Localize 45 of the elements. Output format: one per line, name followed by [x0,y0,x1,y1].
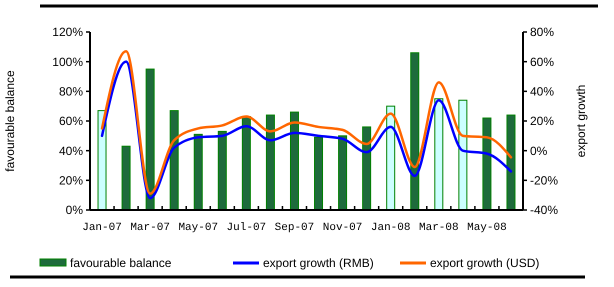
x-tick-label: Jul-07 [226,222,266,234]
bar [122,146,131,210]
bar [338,135,348,210]
y2-tick-label: 40% [530,84,554,99]
bar [290,112,299,210]
y-tick-label: 40% [58,144,84,158]
y-axis-title: favourable balance [3,70,17,172]
legend-label: export growth (RMB) [263,256,374,270]
bar [506,114,516,210]
x-tick-label: Mar-07 [130,222,170,234]
y-tick-label: 60% [58,114,84,128]
bar [482,118,492,210]
y2-tick-label: 80% [530,25,554,40]
bar [314,136,324,210]
y2-tick-label: 60% [530,54,554,69]
x-tick-label: May-08 [467,222,507,234]
legend-label: export growth (USD) [430,256,540,270]
bar [458,100,468,210]
bar [386,106,396,210]
y-tick-label: 80% [58,84,84,99]
y-tick-label: 120% [52,25,84,40]
x-tick-label: Mar-08 [419,222,459,234]
bar [170,110,179,210]
bar [434,98,444,210]
y2-tick-label: 0% [530,144,548,158]
x-tick-label: May-07 [178,222,218,234]
bar [410,52,420,210]
bar [146,68,155,210]
x-tick-label: Sep-07 [274,222,314,234]
x-tick-label: Jan-07 [82,222,122,234]
y2-tick-label: -20% [530,174,558,188]
y2-tick-label: 20% [530,114,554,128]
y-tick-label: 0% [66,203,84,218]
bar [362,126,372,210]
y2-tick-label: -40% [530,203,558,218]
bar [194,134,203,210]
bar [242,116,251,210]
x-tick-label: Jan-08 [370,222,410,234]
x-tick-label: Nov-07 [322,222,362,234]
legend-label: favourable balance [70,256,172,270]
bar [218,130,227,210]
y-tick-label: 100% [52,54,84,69]
y2-axis-title: export growth [574,84,588,158]
y-tick-label: 20% [58,174,84,188]
bar [266,114,275,210]
